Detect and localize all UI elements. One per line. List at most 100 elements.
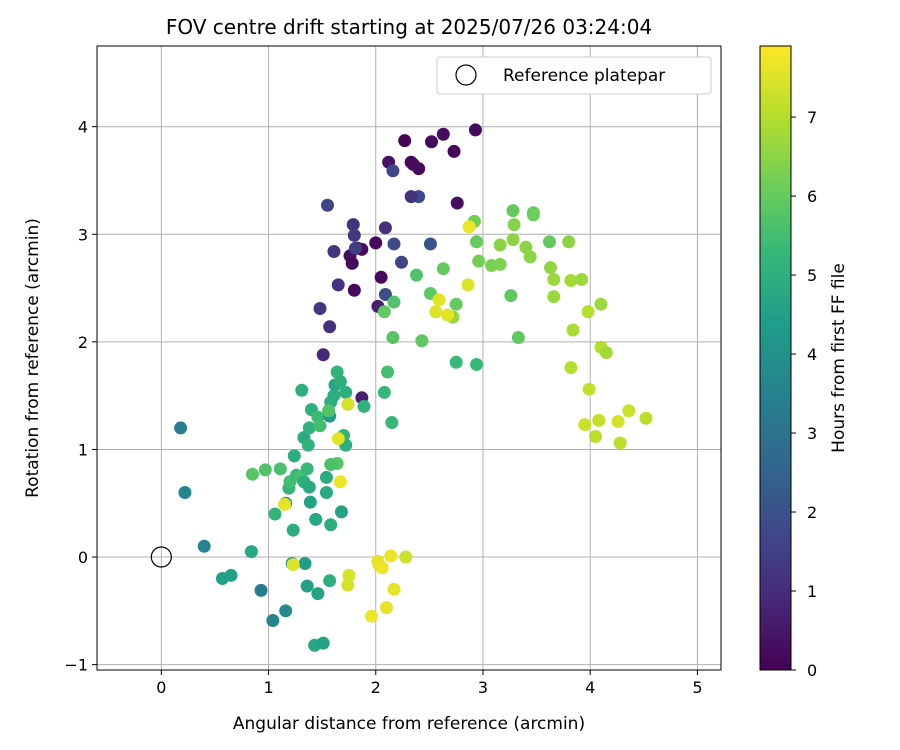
data-point: [410, 268, 424, 282]
data-point: [542, 235, 556, 249]
data-point: [447, 144, 461, 158]
data-point: [394, 255, 408, 269]
y-tick-label: −1: [64, 656, 88, 675]
data-point: [348, 241, 362, 255]
data-point: [379, 601, 393, 615]
data-point: [245, 467, 259, 481]
data-point: [592, 413, 606, 427]
data-point: [345, 256, 359, 270]
data-point: [384, 549, 398, 563]
colorbar-ticks: 0 1 2 3 4 5 6 7: [791, 108, 817, 680]
data-point: [449, 355, 463, 369]
data-point: [313, 302, 327, 316]
data-point: [589, 430, 603, 444]
data-point: [254, 583, 268, 597]
data-point: [286, 558, 300, 572]
data-point: [611, 414, 625, 428]
data-point: [493, 238, 507, 252]
data-point: [523, 250, 537, 264]
data-point: [425, 135, 439, 149]
colorbar-tick-label: 2: [807, 503, 817, 522]
data-point: [369, 236, 383, 250]
data-point: [319, 470, 333, 484]
x-tick-label: 4: [585, 678, 595, 697]
data-point: [339, 385, 353, 399]
data-point: [566, 323, 580, 337]
data-point: [386, 331, 400, 345]
data-point: [334, 505, 348, 519]
data-point: [174, 421, 188, 435]
data-point: [347, 228, 361, 242]
data-point: [575, 272, 589, 286]
data-point: [386, 164, 400, 178]
reference-platepar-marker: [150, 546, 172, 568]
data-point: [341, 578, 355, 592]
data-point: [322, 404, 336, 418]
data-point: [472, 254, 486, 268]
data-point: [298, 556, 312, 570]
scatter-points: [150, 123, 653, 652]
data-point: [268, 507, 282, 521]
data-point: [321, 198, 335, 212]
data-point: [506, 204, 520, 218]
data-point: [507, 218, 521, 232]
x-tick-label: 3: [478, 678, 488, 697]
data-point: [178, 485, 192, 499]
data-point: [302, 421, 316, 435]
colorbar-tick-label: 4: [807, 345, 817, 364]
colorbar-gradient: [759, 45, 792, 671]
data-point: [324, 518, 338, 532]
colorbar-tick-label: 1: [807, 582, 817, 601]
legend-box: [436, 56, 712, 95]
x-tick-label: 2: [371, 678, 381, 697]
data-point: [468, 123, 482, 137]
colorbar: 0 1 2 3 4 5 6 7 Hours from first FF file: [759, 45, 849, 680]
colorbar-tick-label: 0: [807, 661, 817, 680]
data-point: [429, 305, 443, 319]
data-point: [316, 636, 330, 650]
data-point: [462, 220, 476, 234]
data-point: [364, 609, 378, 623]
colorbar-tick-label: 3: [807, 424, 817, 443]
data-point: [582, 382, 596, 396]
data-point: [547, 290, 561, 304]
data-point: [578, 418, 592, 432]
data-point: [278, 497, 292, 511]
data-point: [415, 334, 429, 348]
data-point: [387, 295, 401, 309]
data-point: [287, 449, 301, 463]
data-point: [381, 365, 395, 379]
data-point: [341, 397, 355, 411]
y-tick-label: 1: [78, 440, 88, 459]
data-point: [526, 208, 540, 222]
data-point: [449, 297, 463, 311]
data-point: [404, 190, 418, 204]
colorbar-label: Hours from first FF file: [829, 263, 849, 453]
data-point: [309, 512, 323, 526]
data-point: [300, 579, 314, 593]
data-point: [436, 127, 450, 141]
data-point: [470, 357, 484, 371]
x-axis-ticks: 0 1 2 3 4 5: [156, 670, 703, 697]
data-point: [594, 297, 608, 311]
data-point: [301, 438, 315, 452]
data-point: [286, 523, 300, 537]
data-point: [504, 289, 518, 303]
data-point: [323, 574, 337, 588]
data-point: [311, 587, 325, 601]
colorbar-tick-label: 5: [807, 266, 817, 285]
data-point: [470, 235, 484, 249]
data-point: [347, 283, 361, 297]
data-point: [547, 272, 561, 286]
data-point: [333, 375, 347, 389]
data-point: [327, 389, 341, 403]
data-point: [398, 134, 412, 148]
data-point: [258, 463, 272, 477]
data-point: [450, 196, 464, 210]
data-point: [378, 221, 392, 235]
data-point: [613, 436, 627, 450]
data-point: [377, 385, 391, 399]
data-point: [302, 480, 316, 494]
data-point: [564, 274, 578, 288]
